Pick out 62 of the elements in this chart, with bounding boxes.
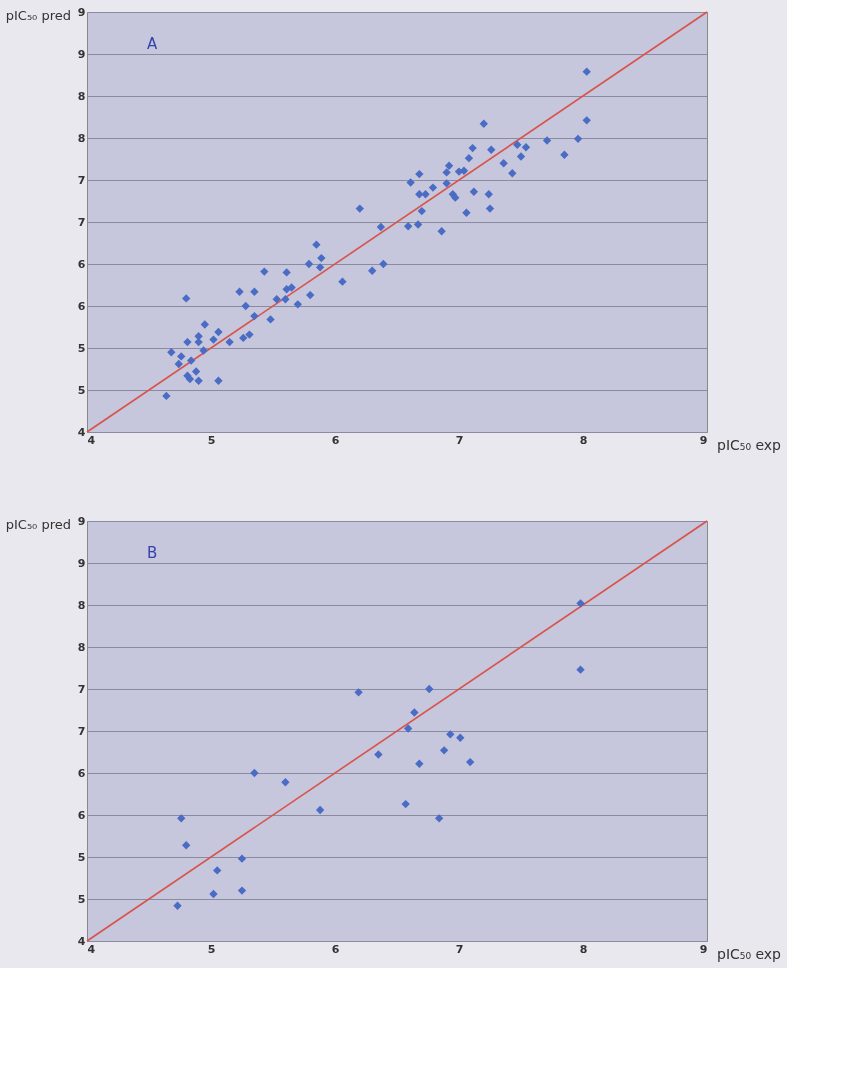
- x-tick-label: 4: [87, 942, 96, 956]
- y-tick-label: 8: [77, 131, 86, 145]
- point: [576, 599, 585, 608]
- point: [213, 866, 222, 875]
- y-tick-label: 6: [77, 766, 86, 780]
- point: [410, 708, 419, 717]
- point: [315, 805, 325, 815]
- y-tick-label: 5: [77, 341, 86, 355]
- point: [173, 901, 182, 910]
- y-axis-title: pIC₅₀ pred: [5, 517, 71, 532]
- y-tick-label: 8: [77, 640, 86, 654]
- x-tick-label: 7: [455, 942, 464, 956]
- point: [250, 768, 259, 778]
- x-tick-label: 4: [87, 433, 96, 447]
- y-tick-label: 9: [77, 514, 86, 528]
- point: [446, 730, 455, 739]
- x-axis-title: pIC₅₀ exp: [717, 437, 782, 453]
- y-tick-label: 5: [77, 850, 86, 864]
- y-tick-label: 7: [77, 724, 86, 738]
- y-tick-label: 9: [77, 47, 86, 61]
- y-tick-label: 6: [77, 808, 86, 822]
- y-tick-label: 7: [77, 173, 86, 187]
- point: [576, 665, 585, 674]
- x-tick-label: 6: [331, 942, 340, 956]
- x-tick-label: 8: [579, 433, 588, 447]
- point: [415, 759, 424, 768]
- x-tick-label: 6: [331, 433, 340, 447]
- point: [374, 750, 383, 759]
- x-tick-label: 9: [699, 942, 708, 956]
- x-tick-label: 7: [455, 433, 464, 447]
- y-tick-label: 5: [77, 383, 86, 397]
- x-tick-label: 9: [699, 433, 708, 447]
- point: [281, 778, 290, 787]
- y-tick-label: 6: [77, 299, 86, 313]
- x-axis-title: pIC₅₀ exp: [717, 946, 782, 962]
- y-tick-label: 5: [77, 892, 86, 906]
- point: [209, 889, 218, 899]
- annotation: B: [147, 544, 158, 562]
- point: [182, 841, 191, 850]
- point: [237, 886, 247, 895]
- y-tick-label: 7: [77, 682, 86, 696]
- point: [177, 814, 186, 823]
- point: [354, 688, 363, 697]
- y-tick-label: 9: [77, 556, 86, 570]
- point: [237, 854, 247, 863]
- y-axis-title: pIC₅₀ pred: [5, 8, 71, 23]
- point: [465, 757, 475, 767]
- annotation: A: [147, 35, 158, 53]
- y-tick-label: 8: [77, 598, 86, 612]
- y-tick-label: 9: [77, 5, 86, 19]
- point: [434, 814, 444, 823]
- y-tick-label: 7: [77, 215, 86, 229]
- point: [401, 799, 410, 809]
- point: [425, 684, 434, 694]
- y-tick-label: 6: [77, 257, 86, 271]
- x-tick-label: 5: [207, 433, 216, 447]
- x-tick-label: 8: [579, 942, 588, 956]
- point: [403, 724, 413, 733]
- point: [439, 746, 449, 755]
- y-tick-label: 8: [77, 89, 86, 103]
- x-tick-label: 5: [207, 942, 216, 956]
- point: [456, 733, 465, 742]
